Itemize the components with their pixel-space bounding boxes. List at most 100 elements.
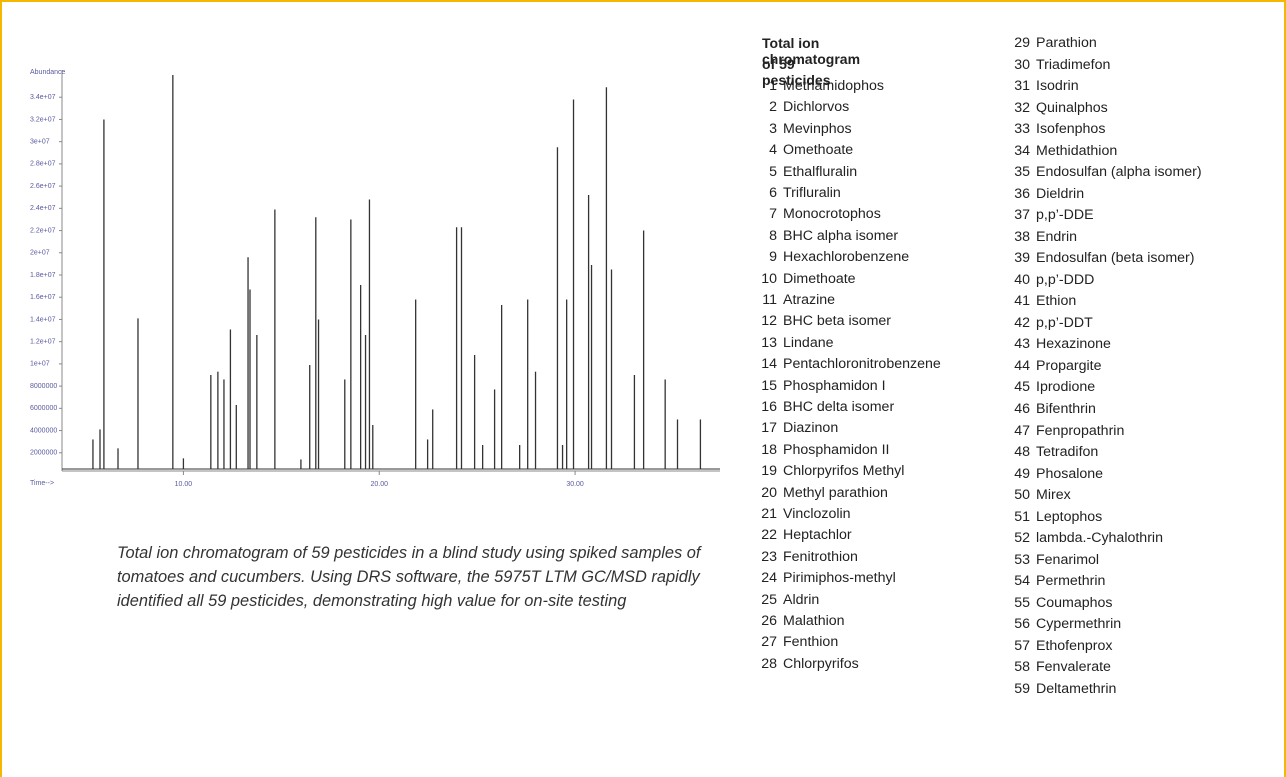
item-name: Methidathion <box>1036 142 1118 159</box>
item-number: 13 <box>761 334 777 351</box>
item-name: Phosphamidon II <box>783 441 890 458</box>
item-name: Cypermethrin <box>1036 616 1122 633</box>
list-item: 51 Leptophos <box>1008 509 1102 525</box>
y-tick-label: 2.8e+07 <box>30 161 56 168</box>
item-number: 10 <box>761 270 777 287</box>
list-item: 8 BHC alpha isomer <box>755 228 898 244</box>
list-item: 5 Ethalfluralin <box>755 164 857 180</box>
item-name: Mirex <box>1036 487 1071 504</box>
item-number: 32 <box>1014 99 1030 116</box>
item-name: Heptachlor <box>783 527 852 544</box>
item-name: Monocrotophos <box>783 206 881 223</box>
item-number: 26 <box>761 613 777 629</box>
item-name: Fenpropathrin <box>1036 422 1125 439</box>
item-name: Pentachloronitrobenzene <box>783 356 941 373</box>
item-name: Ethalfluralin <box>783 163 858 180</box>
y-tick-label: 8000000 <box>30 383 57 390</box>
y-tick-label: 2.2e+07 <box>30 227 56 234</box>
item-number: 4 <box>769 142 777 159</box>
item-number: 47 <box>1014 422 1030 439</box>
list-item: 36 Dieldrin <box>1008 186 1084 202</box>
item-number: 24 <box>761 570 777 587</box>
item-name: Mevinphos <box>783 120 852 137</box>
list-item: 29 Parathion <box>1008 35 1097 51</box>
item-name: Chlorpyrifos <box>783 655 859 672</box>
x-tick-label: 10.00 <box>175 481 193 488</box>
item-name: p,p’-DDE <box>1036 207 1094 224</box>
list-item: 53 Fenarimol <box>1008 552 1099 568</box>
list-item: 33 Isofenphos <box>1008 121 1105 137</box>
item-name: Permethrin <box>1036 573 1106 590</box>
item-name: Omethoate <box>783 142 854 159</box>
item-number: 55 <box>1014 594 1030 611</box>
list-item: 18 Phosphamidon II <box>755 442 889 458</box>
list-item: 54 Permethrin <box>1008 573 1105 589</box>
item-name: Aldrin <box>783 591 820 608</box>
item-number: 15 <box>761 377 777 394</box>
y-tick-label: 6000000 <box>30 405 57 412</box>
list-item: 38 Endrin <box>1008 229 1077 245</box>
item-name: Lindane <box>783 334 834 351</box>
y-tick-label: 3.4e+07 <box>30 94 56 101</box>
list-item: 15 Phosphamidon I <box>755 377 885 394</box>
item-number: 33 <box>1014 121 1030 138</box>
item-name: BHC beta isomer <box>783 313 892 330</box>
y-tick-label: 1.4e+07 <box>30 316 56 323</box>
item-name: Diazinon <box>783 420 839 437</box>
item-number: 17 <box>761 420 777 437</box>
item-name: Dichlorvos <box>783 99 850 116</box>
x-tick-label: 20.00 <box>370 481 388 488</box>
item-name: Endosulfan (beta isomer) <box>1036 250 1195 267</box>
item-number: 5 <box>769 163 777 180</box>
item-name: Pirimiphos-methyl <box>783 570 896 587</box>
list-item: 26 Malathion <box>755 613 845 629</box>
item-name: Isofenphos <box>1036 121 1106 138</box>
item-number: 51 <box>1014 508 1030 525</box>
list-item: 32 Quinalphos <box>1008 100 1108 116</box>
item-number: 42 <box>1014 314 1030 331</box>
item-name: Ethofenprox <box>1036 637 1113 654</box>
item-number: 7 <box>769 206 777 223</box>
list-item: 22 Heptachlor <box>755 527 852 544</box>
item-number: 50 <box>1014 487 1030 504</box>
list-item: 1 Methamidophos <box>755 78 884 94</box>
item-number: 30 <box>1014 56 1030 73</box>
chromatogram: Abundance Time--> 2000000 4000000 6000000 800… <box>30 69 720 488</box>
list-item: 39 Endosulfan (beta isomer) <box>1008 250 1195 267</box>
list-item: 10 Dimethoate <box>755 270 856 287</box>
item-number: 48 <box>1014 444 1030 461</box>
list-item: 9 Hexachlorobenzene <box>755 249 909 265</box>
y-tick-label: 1.2e+07 <box>30 339 56 346</box>
item-name: p,p’-DDT <box>1036 314 1093 331</box>
list-item: 58 Fenvalerate <box>1008 659 1111 675</box>
item-name: Parathion <box>1036 35 1097 51</box>
item-name: BHC alpha isomer <box>783 227 899 244</box>
item-name: Iprodione <box>1036 379 1096 396</box>
list-item: 12 BHC beta isomer <box>755 313 891 329</box>
item-number: 34 <box>1014 142 1030 159</box>
item-number: 38 <box>1014 228 1030 245</box>
item-number: 1 <box>769 78 777 94</box>
y-tick-label: 1e+07 <box>30 361 50 368</box>
item-name: Tetradifon <box>1036 444 1099 461</box>
item-name: p,p’-DDD <box>1036 271 1095 288</box>
item-number: 23 <box>761 548 777 565</box>
item-name: Malathion <box>783 613 845 629</box>
item-name: lambda.-Cyhalothrin <box>1036 530 1163 547</box>
item-number: 52 <box>1014 530 1030 547</box>
item-name: Atrazine <box>783 292 836 308</box>
item-number: 14 <box>761 356 777 373</box>
list-item: 3 Mevinphos <box>755 121 852 137</box>
item-number: 40 <box>1014 271 1030 288</box>
item-name: Phosalone <box>1036 465 1104 482</box>
list-item: 25 Aldrin <box>755 592 819 608</box>
list-title: of 59 pesticides <box>762 56 831 88</box>
item-number: 8 <box>769 227 777 244</box>
list-title: Total ion chromatogram <box>762 35 861 67</box>
item-name: Trifluralin <box>783 185 841 201</box>
list-item: 6 Trifluralin <box>755 185 841 201</box>
item-name: Dimethoate <box>783 270 856 287</box>
item-number: 35 <box>1014 164 1030 181</box>
item-number: 11 <box>762 292 777 308</box>
list-item: 57 Ethofenprox <box>1008 637 1113 654</box>
